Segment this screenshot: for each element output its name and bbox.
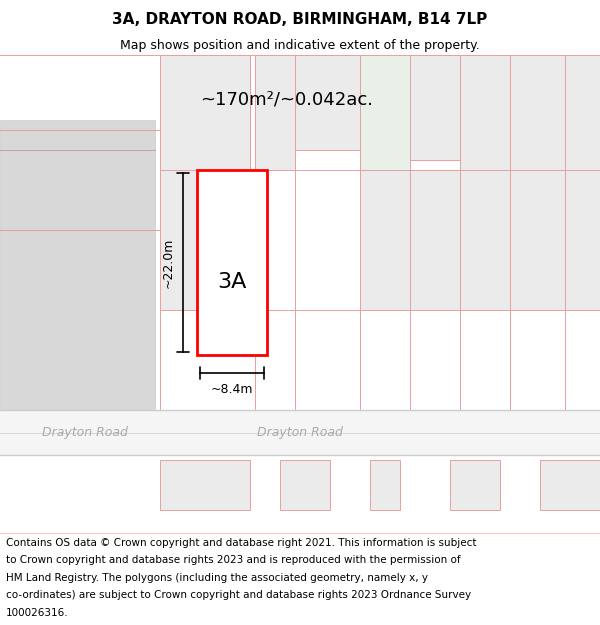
Bar: [360, 170, 410, 310]
Text: 3A, DRAYTON ROAD, BIRMINGHAM, B14 7LP: 3A, DRAYTON ROAD, BIRMINGHAM, B14 7LP: [112, 12, 488, 27]
Bar: [460, 55, 510, 170]
Text: ~8.4m: ~8.4m: [211, 383, 253, 396]
Bar: [0, 410, 600, 455]
Text: HM Land Registry. The polygons (including the associated geometry, namely x, y: HM Land Registry. The polygons (includin…: [6, 572, 428, 582]
Bar: [295, 55, 360, 150]
Text: Contains OS data © Crown copyright and database right 2021. This information is : Contains OS data © Crown copyright and d…: [6, 538, 476, 548]
Text: ~170m²/~0.042ac.: ~170m²/~0.042ac.: [200, 91, 373, 109]
Bar: [197, 170, 267, 355]
Bar: [510, 55, 565, 170]
Bar: [160, 55, 250, 170]
Text: 100026316.: 100026316.: [6, 608, 68, 618]
Bar: [160, 170, 250, 310]
Bar: [360, 55, 410, 170]
Bar: [370, 460, 400, 510]
Text: Drayton Road: Drayton Road: [42, 426, 128, 439]
Text: to Crown copyright and database rights 2023 and is reproduced with the permissio: to Crown copyright and database rights 2…: [6, 555, 461, 565]
Text: ~22.0m: ~22.0m: [162, 238, 175, 288]
Bar: [565, 55, 600, 170]
Text: Drayton Road: Drayton Road: [257, 426, 343, 439]
Bar: [160, 460, 250, 510]
Text: Map shows position and indicative extent of the property.: Map shows position and indicative extent…: [120, 39, 480, 51]
Text: co-ordinates) are subject to Crown copyright and database rights 2023 Ordnance S: co-ordinates) are subject to Crown copyr…: [6, 591, 471, 601]
Bar: [410, 170, 460, 310]
Bar: [510, 170, 565, 310]
Bar: [450, 460, 500, 510]
Bar: [280, 460, 330, 510]
Bar: [255, 55, 295, 170]
Bar: [540, 460, 600, 510]
Text: 3A: 3A: [217, 272, 247, 292]
Bar: [565, 170, 600, 310]
Bar: [410, 55, 460, 160]
Bar: [0, 120, 155, 410]
Bar: [460, 170, 510, 310]
